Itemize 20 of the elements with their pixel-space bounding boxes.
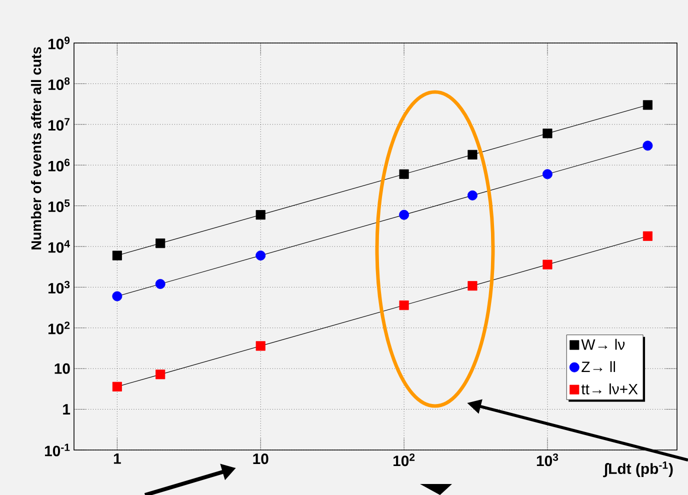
y-tick-label: 10$^{3}$: [48, 280, 70, 294]
y-tick-label: 10$^{8}$: [48, 77, 70, 90]
x-tick-label: 1: [114, 454, 121, 464]
legend-label: W→ lν: [581, 338, 625, 350]
legend-label: tt→ lν+X: [581, 383, 638, 394]
x-tick-label: 10: [253, 454, 268, 464]
x-tick-label: 10$^{3}$: [536, 454, 558, 466]
legend-label: Z→ ll: [582, 361, 616, 372]
y-tick-label: 10$^{-1}$: [44, 444, 70, 456]
y-axis-title: Number of events after all cuts: [30, 47, 42, 250]
y-tick-label: 1: [63, 404, 70, 414]
y-tick-label: 10$^{6}$: [48, 158, 70, 172]
x-axis-title: ∫Ldt (pb$^{-1}$): [603, 462, 673, 478]
y-tick-label: 10$^{4}$: [48, 240, 70, 253]
y-tick-label: 10$^{7}$: [48, 118, 70, 131]
y-tick-label: 10: [54, 363, 70, 374]
y-tick-label: 10$^{5}$: [48, 200, 70, 212]
x-tick-label: 10$^{2}$: [394, 454, 415, 466]
y-tick-label: 10$^{2}$: [48, 322, 70, 334]
y-tick-label: 10$^{9}$: [48, 36, 70, 50]
